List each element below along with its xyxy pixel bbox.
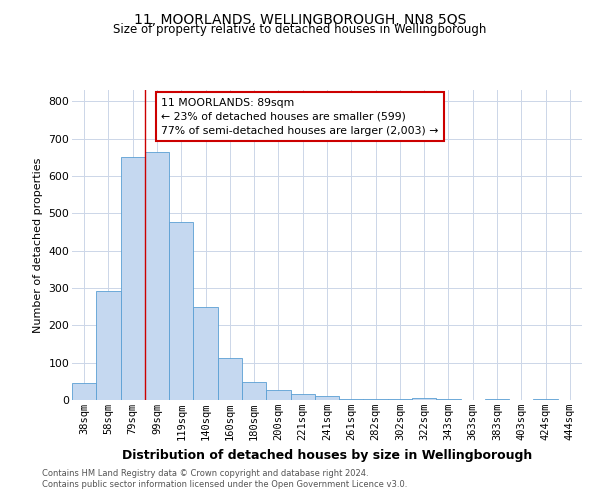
Bar <box>364 398 388 400</box>
Y-axis label: Number of detached properties: Number of detached properties <box>33 158 43 332</box>
Bar <box>339 399 364 400</box>
Text: Contains public sector information licensed under the Open Government Licence v3: Contains public sector information licen… <box>42 480 407 489</box>
Text: 11, MOORLANDS, WELLINGBOROUGH, NN8 5QS: 11, MOORLANDS, WELLINGBOROUGH, NN8 5QS <box>134 12 466 26</box>
Bar <box>290 394 315 400</box>
Bar <box>169 222 193 400</box>
Text: Size of property relative to detached houses in Wellingborough: Size of property relative to detached ho… <box>113 22 487 36</box>
Bar <box>121 157 145 400</box>
Bar <box>315 396 339 400</box>
Bar <box>533 399 558 400</box>
X-axis label: Distribution of detached houses by size in Wellingborough: Distribution of detached houses by size … <box>122 448 532 462</box>
Bar <box>388 399 412 400</box>
Bar <box>96 290 121 400</box>
Bar <box>193 307 218 400</box>
Bar <box>266 390 290 400</box>
Bar <box>242 382 266 400</box>
Bar <box>72 383 96 400</box>
Text: 11 MOORLANDS: 89sqm
← 23% of detached houses are smaller (599)
77% of semi-detac: 11 MOORLANDS: 89sqm ← 23% of detached ho… <box>161 98 439 136</box>
Bar <box>218 358 242 400</box>
Text: Contains HM Land Registry data © Crown copyright and database right 2024.: Contains HM Land Registry data © Crown c… <box>42 468 368 477</box>
Bar <box>145 152 169 400</box>
Bar <box>412 398 436 400</box>
